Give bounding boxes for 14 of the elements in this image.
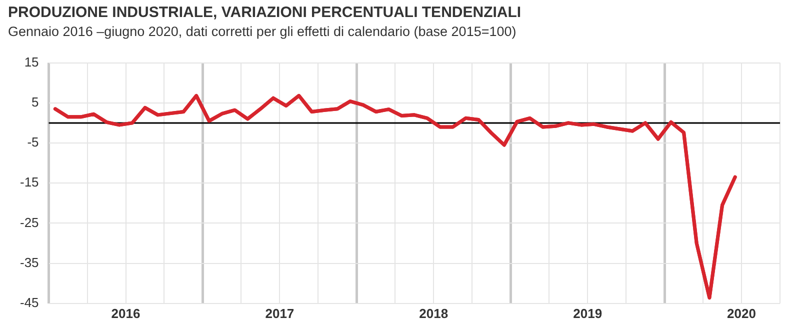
y-tick-label: -25 — [20, 214, 39, 230]
x-tick-label: 2018 — [419, 306, 448, 321]
y-tick-label: -35 — [20, 254, 39, 270]
x-tick-label: 2017 — [265, 306, 294, 321]
chart-title: PRODUZIONE INDUSTRIALE, VARIAZIONI PERCENTUALI TENDENZIALI — [8, 4, 522, 21]
y-tick-label: -45 — [20, 294, 39, 310]
x-tick-label: 2016 — [111, 306, 140, 321]
chart-subtitle: Gennaio 2016 –giugno 2020, dati corretti per gli effetti di calendario (base 2015=100) — [8, 24, 516, 39]
y-tick-label: -5 — [27, 134, 39, 150]
y-tick-label: -15 — [20, 174, 39, 190]
x-tick-label: 2020 — [727, 306, 756, 321]
x-tick-label: 2019 — [573, 306, 602, 321]
y-tick-label: 15 — [24, 54, 39, 70]
y-tick-label: 5 — [32, 94, 39, 110]
